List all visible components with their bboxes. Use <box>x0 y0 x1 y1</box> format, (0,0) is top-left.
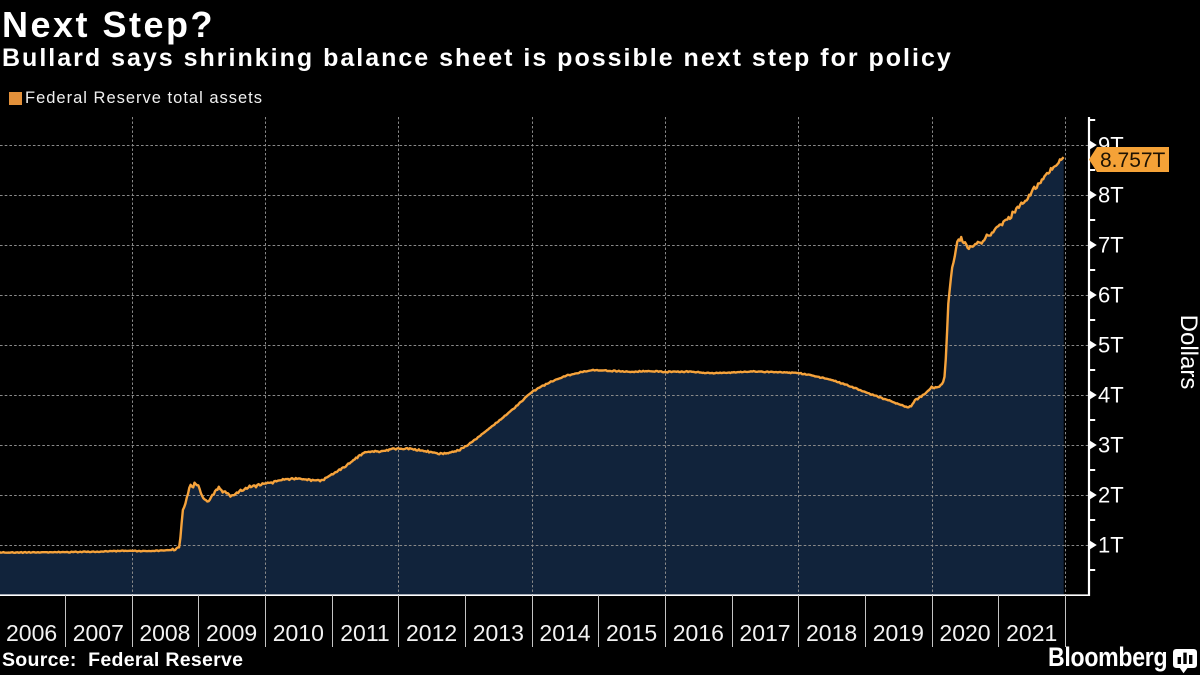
svg-text:7T: 7T <box>1098 233 1124 258</box>
svg-text:2013: 2013 <box>473 620 524 646</box>
svg-text:6T: 6T <box>1098 283 1124 308</box>
svg-text:2010: 2010 <box>273 620 324 646</box>
svg-text:2019: 2019 <box>873 620 924 646</box>
svg-text:4T: 4T <box>1098 383 1124 408</box>
svg-text:8.757T: 8.757T <box>1100 149 1166 172</box>
svg-text:5T: 5T <box>1098 333 1124 358</box>
svg-text:2008: 2008 <box>139 620 190 646</box>
svg-text:2016: 2016 <box>673 620 724 646</box>
svg-text:2012: 2012 <box>406 620 457 646</box>
svg-text:2006: 2006 <box>6 620 57 646</box>
svg-text:2014: 2014 <box>539 620 590 646</box>
svg-text:2015: 2015 <box>606 620 657 646</box>
svg-text:2020: 2020 <box>939 620 990 646</box>
svg-text:2018: 2018 <box>806 620 857 646</box>
svg-text:8T: 8T <box>1098 183 1124 208</box>
svg-text:2021: 2021 <box>1006 620 1057 646</box>
svg-text:1T: 1T <box>1098 533 1124 558</box>
svg-text:2017: 2017 <box>739 620 790 646</box>
svg-text:3T: 3T <box>1098 433 1124 458</box>
svg-text:2011: 2011 <box>340 620 389 646</box>
svg-text:2007: 2007 <box>73 620 124 646</box>
svg-text:2009: 2009 <box>206 620 257 646</box>
svg-text:Dollars: Dollars <box>1175 315 1200 390</box>
svg-text:2T: 2T <box>1098 483 1124 508</box>
